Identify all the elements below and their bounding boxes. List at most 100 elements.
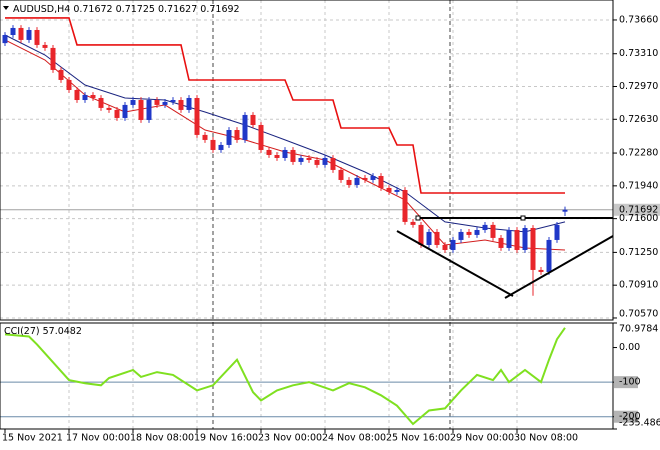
cci-panel [0, 327, 613, 426]
candle-body [434, 231, 440, 245]
candle-body [218, 144, 224, 150]
price-label: 0.71692 [619, 204, 658, 215]
y-tick-label: 0.73660 [619, 14, 658, 25]
candle-body [482, 224, 488, 231]
candle-body [418, 224, 424, 245]
close: 0.71692 [200, 4, 239, 15]
candle-body [506, 230, 512, 248]
cci-line [4, 327, 566, 426]
candle-body [346, 179, 352, 185]
candle-body [202, 134, 208, 140]
candle-body [122, 104, 128, 118]
y-tick-label: 0.72630 [619, 114, 658, 125]
candle-body [370, 176, 376, 180]
price-panel [0, 17, 613, 296]
candle-body [298, 157, 304, 162]
x-tick-label: 18 Nov 08:00 [130, 433, 194, 444]
candle-body [274, 154, 280, 158]
candle-body [106, 107, 112, 110]
candle-body [74, 89, 80, 101]
open: 0.71672 [73, 4, 112, 15]
x-tick-label: 24 Nov 08:00 [322, 433, 386, 444]
low: 0.71627 [158, 4, 197, 15]
y-tick-label: 0.71250 [619, 247, 658, 258]
candle-body [554, 224, 560, 240]
candle-body [42, 44, 48, 48]
candle-body [426, 231, 432, 245]
y-tick-label: -200 [619, 411, 641, 422]
candle-body [34, 29, 40, 45]
indicator-header: CCI(27) 57.0482 [4, 326, 82, 337]
candle-body [386, 187, 392, 192]
candle-body [162, 101, 168, 105]
x-tick-label: 15 Nov 2021 [2, 433, 63, 444]
candle-body [314, 160, 320, 165]
x-tick-label: 23 Nov 00:00 [258, 433, 322, 444]
candle-body [226, 130, 232, 145]
y-tick-label: 0.00 [619, 342, 640, 353]
candle-body [82, 94, 88, 101]
candle-body [338, 169, 344, 180]
candle-body [266, 149, 272, 155]
y-tick-label: 70.9784 [619, 324, 658, 335]
x-tick-label: 30 Nov 08:00 [514, 433, 578, 444]
candle-body [514, 230, 520, 250]
candle-body [498, 237, 504, 248]
candle-body [442, 244, 448, 250]
high: 0.71725 [116, 4, 155, 15]
y-tick-label: 0.70570 [619, 309, 658, 320]
x-tick-label: 29 Nov 00:00 [450, 433, 514, 444]
candle-body [474, 230, 480, 235]
candle-body [354, 177, 360, 185]
x-tick-label: 25 Nov 16:00 [386, 433, 450, 444]
candle-body [58, 69, 64, 80]
price-label-box [614, 203, 660, 216]
y-tick-label: 0.72970 [619, 81, 658, 92]
candle-body [330, 157, 336, 170]
candle-body [146, 100, 152, 120]
candle-body [466, 231, 472, 235]
anchor [415, 215, 421, 221]
candle-body [130, 100, 136, 105]
candle-body [18, 27, 24, 40]
candle-body [250, 114, 256, 125]
level-label-box [614, 410, 638, 423]
level-label-box [614, 376, 638, 389]
x-tick-label: 17 Nov 00:00 [66, 433, 130, 444]
candle-body [322, 157, 328, 165]
candle-body [138, 100, 144, 120]
candle-body [242, 114, 248, 140]
candle-body [50, 47, 56, 70]
y-tick-label: -100 [619, 377, 641, 388]
candle-body [410, 221, 416, 225]
y-tick-label: 0.71600 [619, 213, 658, 224]
candle-body [98, 97, 104, 108]
candle-body [154, 100, 160, 105]
candle-body [194, 97, 200, 135]
pattern-drawing [396, 215, 614, 299]
candle-body [210, 139, 216, 150]
indicator-value: 57.0482 [43, 326, 82, 337]
candle-body [378, 176, 384, 188]
candle-body [282, 149, 288, 158]
indicator-name: CCI(27) [4, 326, 40, 337]
candle-body [490, 224, 496, 238]
candle-body [562, 209, 568, 212]
menu-arrow[interactable] [3, 6, 9, 10]
candle-body [522, 227, 528, 250]
candle-body [290, 149, 296, 162]
candle-body [2, 35, 8, 44]
axes: 0.73660 0.73310 0.72970 0.72630 0.72280 0.719… [2, 14, 660, 444]
candle-body [170, 100, 176, 102]
x-tick-label: 19 Nov 16:00 [194, 433, 258, 444]
symbol: AUDUSD,H4 [13, 4, 70, 15]
candle-body [450, 239, 456, 250]
candle-body [538, 269, 544, 272]
candle-body [394, 189, 400, 192]
candle-body [90, 94, 96, 98]
trendline [396, 230, 514, 297]
candle-body [234, 130, 240, 140]
